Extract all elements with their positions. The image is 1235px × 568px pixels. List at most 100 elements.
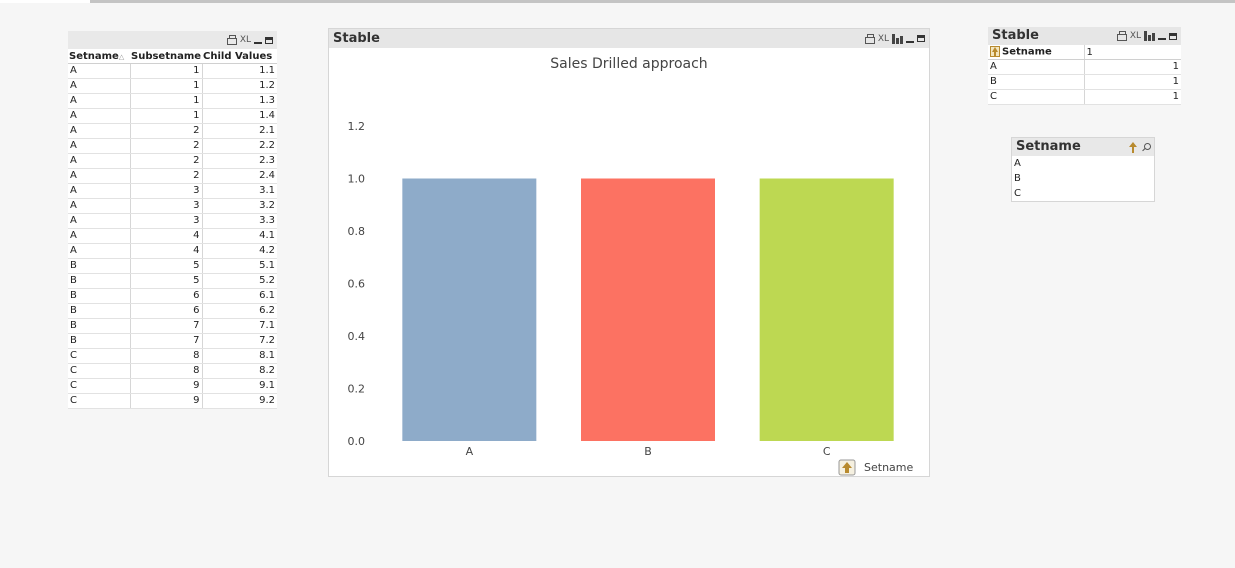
child-value-cell[interactable]: 2.3 bbox=[202, 153, 277, 169]
subsetname-cell[interactable]: 3 bbox=[130, 213, 203, 229]
chart-type-icon[interactable] bbox=[892, 33, 903, 44]
subsetname-cell[interactable]: 4 bbox=[130, 243, 203, 259]
setname-cell[interactable]: A bbox=[68, 243, 131, 259]
maximize-icon[interactable] bbox=[265, 36, 273, 44]
value-cell[interactable]: 1 bbox=[1084, 59, 1181, 75]
table-row[interactable]: A 4 4.2 bbox=[68, 243, 277, 259]
x-tick-label[interactable]: C bbox=[823, 445, 831, 458]
setname-cell[interactable]: C bbox=[68, 348, 131, 364]
xl-icon[interactable]: XL bbox=[239, 35, 251, 45]
subsetname-cell[interactable]: 1 bbox=[130, 93, 203, 109]
xl-icon[interactable]: XL bbox=[877, 33, 889, 44]
table-row[interactable]: C 8 8.1 bbox=[68, 348, 277, 364]
table-row[interactable]: A 2 2.3 bbox=[68, 153, 277, 169]
setname-cell[interactable]: A bbox=[68, 123, 131, 139]
child-value-cell[interactable]: 6.1 bbox=[202, 288, 277, 304]
setname-cell[interactable]: A bbox=[68, 198, 131, 214]
child-value-cell[interactable]: 6.2 bbox=[202, 303, 277, 319]
table-row[interactable]: B 5 5.1 bbox=[68, 258, 277, 274]
listbox-item[interactable]: C bbox=[1014, 188, 1021, 199]
child-value-cell[interactable]: 2.2 bbox=[202, 138, 277, 154]
setname-cell[interactable]: B bbox=[68, 318, 131, 334]
child-value-cell[interactable]: 5.1 bbox=[202, 258, 277, 274]
subsetname-cell[interactable]: 4 bbox=[130, 228, 203, 244]
subsetname-cell[interactable]: 8 bbox=[130, 363, 203, 379]
setname-cell[interactable]: A bbox=[988, 59, 1085, 75]
setname-cell[interactable]: B bbox=[68, 273, 131, 289]
subsetname-cell[interactable]: 2 bbox=[130, 123, 203, 139]
table-row[interactable]: A 2 2.2 bbox=[68, 138, 277, 154]
search-icon[interactable] bbox=[1141, 142, 1151, 152]
setname-cell[interactable]: A bbox=[68, 78, 131, 94]
subsetname-cell[interactable]: 5 bbox=[130, 273, 203, 289]
table-row[interactable]: A 2 2.4 bbox=[68, 168, 277, 184]
subsetname-cell[interactable]: 9 bbox=[130, 393, 203, 409]
subsetname-cell[interactable]: 9 bbox=[130, 378, 203, 394]
dimension-sort-button[interactable] bbox=[838, 459, 856, 476]
setname-cell[interactable]: A bbox=[68, 213, 131, 229]
child-value-cell[interactable]: 4.1 bbox=[202, 228, 277, 244]
maximize-icon[interactable] bbox=[1169, 32, 1177, 40]
setname-cell[interactable]: C bbox=[68, 393, 131, 409]
print-icon[interactable] bbox=[226, 35, 237, 45]
table-row[interactable]: A 3 3.3 bbox=[68, 213, 277, 229]
bar-b[interactable] bbox=[581, 178, 715, 442]
setname-cell[interactable]: C bbox=[68, 378, 131, 394]
minimize-icon[interactable] bbox=[254, 42, 262, 44]
table-row[interactable]: A 1 1.4 bbox=[68, 108, 277, 124]
subsetname-cell[interactable]: 1 bbox=[130, 63, 203, 79]
subsetname-cell[interactable]: 6 bbox=[130, 288, 203, 304]
listbox-item[interactable]: A bbox=[1014, 158, 1021, 169]
child-value-cell[interactable]: 8.1 bbox=[202, 348, 277, 364]
child-value-cell[interactable]: 3.1 bbox=[202, 183, 277, 199]
setname-cell[interactable]: A bbox=[68, 63, 131, 79]
child-value-cell[interactable]: 5.2 bbox=[202, 273, 277, 289]
setname-cell[interactable]: C bbox=[68, 363, 131, 379]
x-tick-label[interactable]: A bbox=[466, 445, 474, 458]
child-value-cell[interactable]: 8.2 bbox=[202, 363, 277, 379]
table-row[interactable]: C 9 9.2 bbox=[68, 393, 277, 409]
table-row[interactable]: A 2 2.1 bbox=[68, 123, 277, 139]
child-value-cell[interactable]: 3.2 bbox=[202, 198, 277, 214]
table-row[interactable]: A 3 3.2 bbox=[68, 198, 277, 214]
subsetname-cell[interactable]: 7 bbox=[130, 333, 203, 349]
table-row[interactable]: C 9 9.1 bbox=[68, 378, 277, 394]
child-value-cell[interactable]: 9.2 bbox=[202, 393, 277, 409]
subsetname-cell[interactable]: 5 bbox=[130, 258, 203, 274]
setname-cell[interactable]: A bbox=[68, 138, 131, 154]
child-value-cell[interactable]: 1.4 bbox=[202, 108, 277, 124]
bar-c[interactable] bbox=[759, 178, 894, 442]
column-header-subsetname[interactable]: Subsetname bbox=[130, 49, 202, 64]
listbox-item[interactable]: B bbox=[1014, 173, 1021, 184]
setname-cell[interactable]: B bbox=[68, 303, 131, 319]
table-row[interactable]: A 4 4.1 bbox=[68, 228, 277, 244]
child-value-cell[interactable]: 3.3 bbox=[202, 213, 277, 229]
active-sheet-tab[interactable] bbox=[0, 0, 90, 3]
subsetname-cell[interactable]: 2 bbox=[130, 153, 203, 169]
column-header-setname[interactable]: Setname bbox=[988, 45, 1085, 60]
setname-cell[interactable]: A bbox=[68, 168, 131, 184]
value-cell[interactable]: 1 bbox=[1084, 89, 1181, 105]
table-row[interactable]: C 8 8.2 bbox=[68, 363, 277, 379]
child-value-cell[interactable]: 4.2 bbox=[202, 243, 277, 259]
setname-cell[interactable]: A bbox=[68, 153, 131, 169]
table-row[interactable]: A 3 3.1 bbox=[68, 183, 277, 199]
minimize-icon[interactable] bbox=[1158, 38, 1166, 40]
minimize-icon[interactable] bbox=[906, 40, 914, 43]
table-row[interactable]: A 1 1.3 bbox=[68, 93, 277, 109]
value-cell[interactable]: 1 bbox=[1084, 74, 1181, 90]
subsetname-cell[interactable]: 2 bbox=[130, 168, 203, 184]
subsetname-cell[interactable]: 1 bbox=[130, 108, 203, 124]
subsetname-cell[interactable]: 1 bbox=[130, 78, 203, 94]
child-value-cell[interactable]: 7.2 bbox=[202, 333, 277, 349]
child-value-cell[interactable]: 1.1 bbox=[202, 63, 277, 79]
setname-cell[interactable]: B bbox=[988, 74, 1085, 90]
setname-cell[interactable]: A bbox=[68, 183, 131, 199]
setname-cell[interactable]: B bbox=[68, 288, 131, 304]
print-icon[interactable] bbox=[864, 33, 875, 44]
setname-cell[interactable]: B bbox=[68, 333, 131, 349]
column-header-setname[interactable]: Setname△ bbox=[68, 49, 130, 64]
